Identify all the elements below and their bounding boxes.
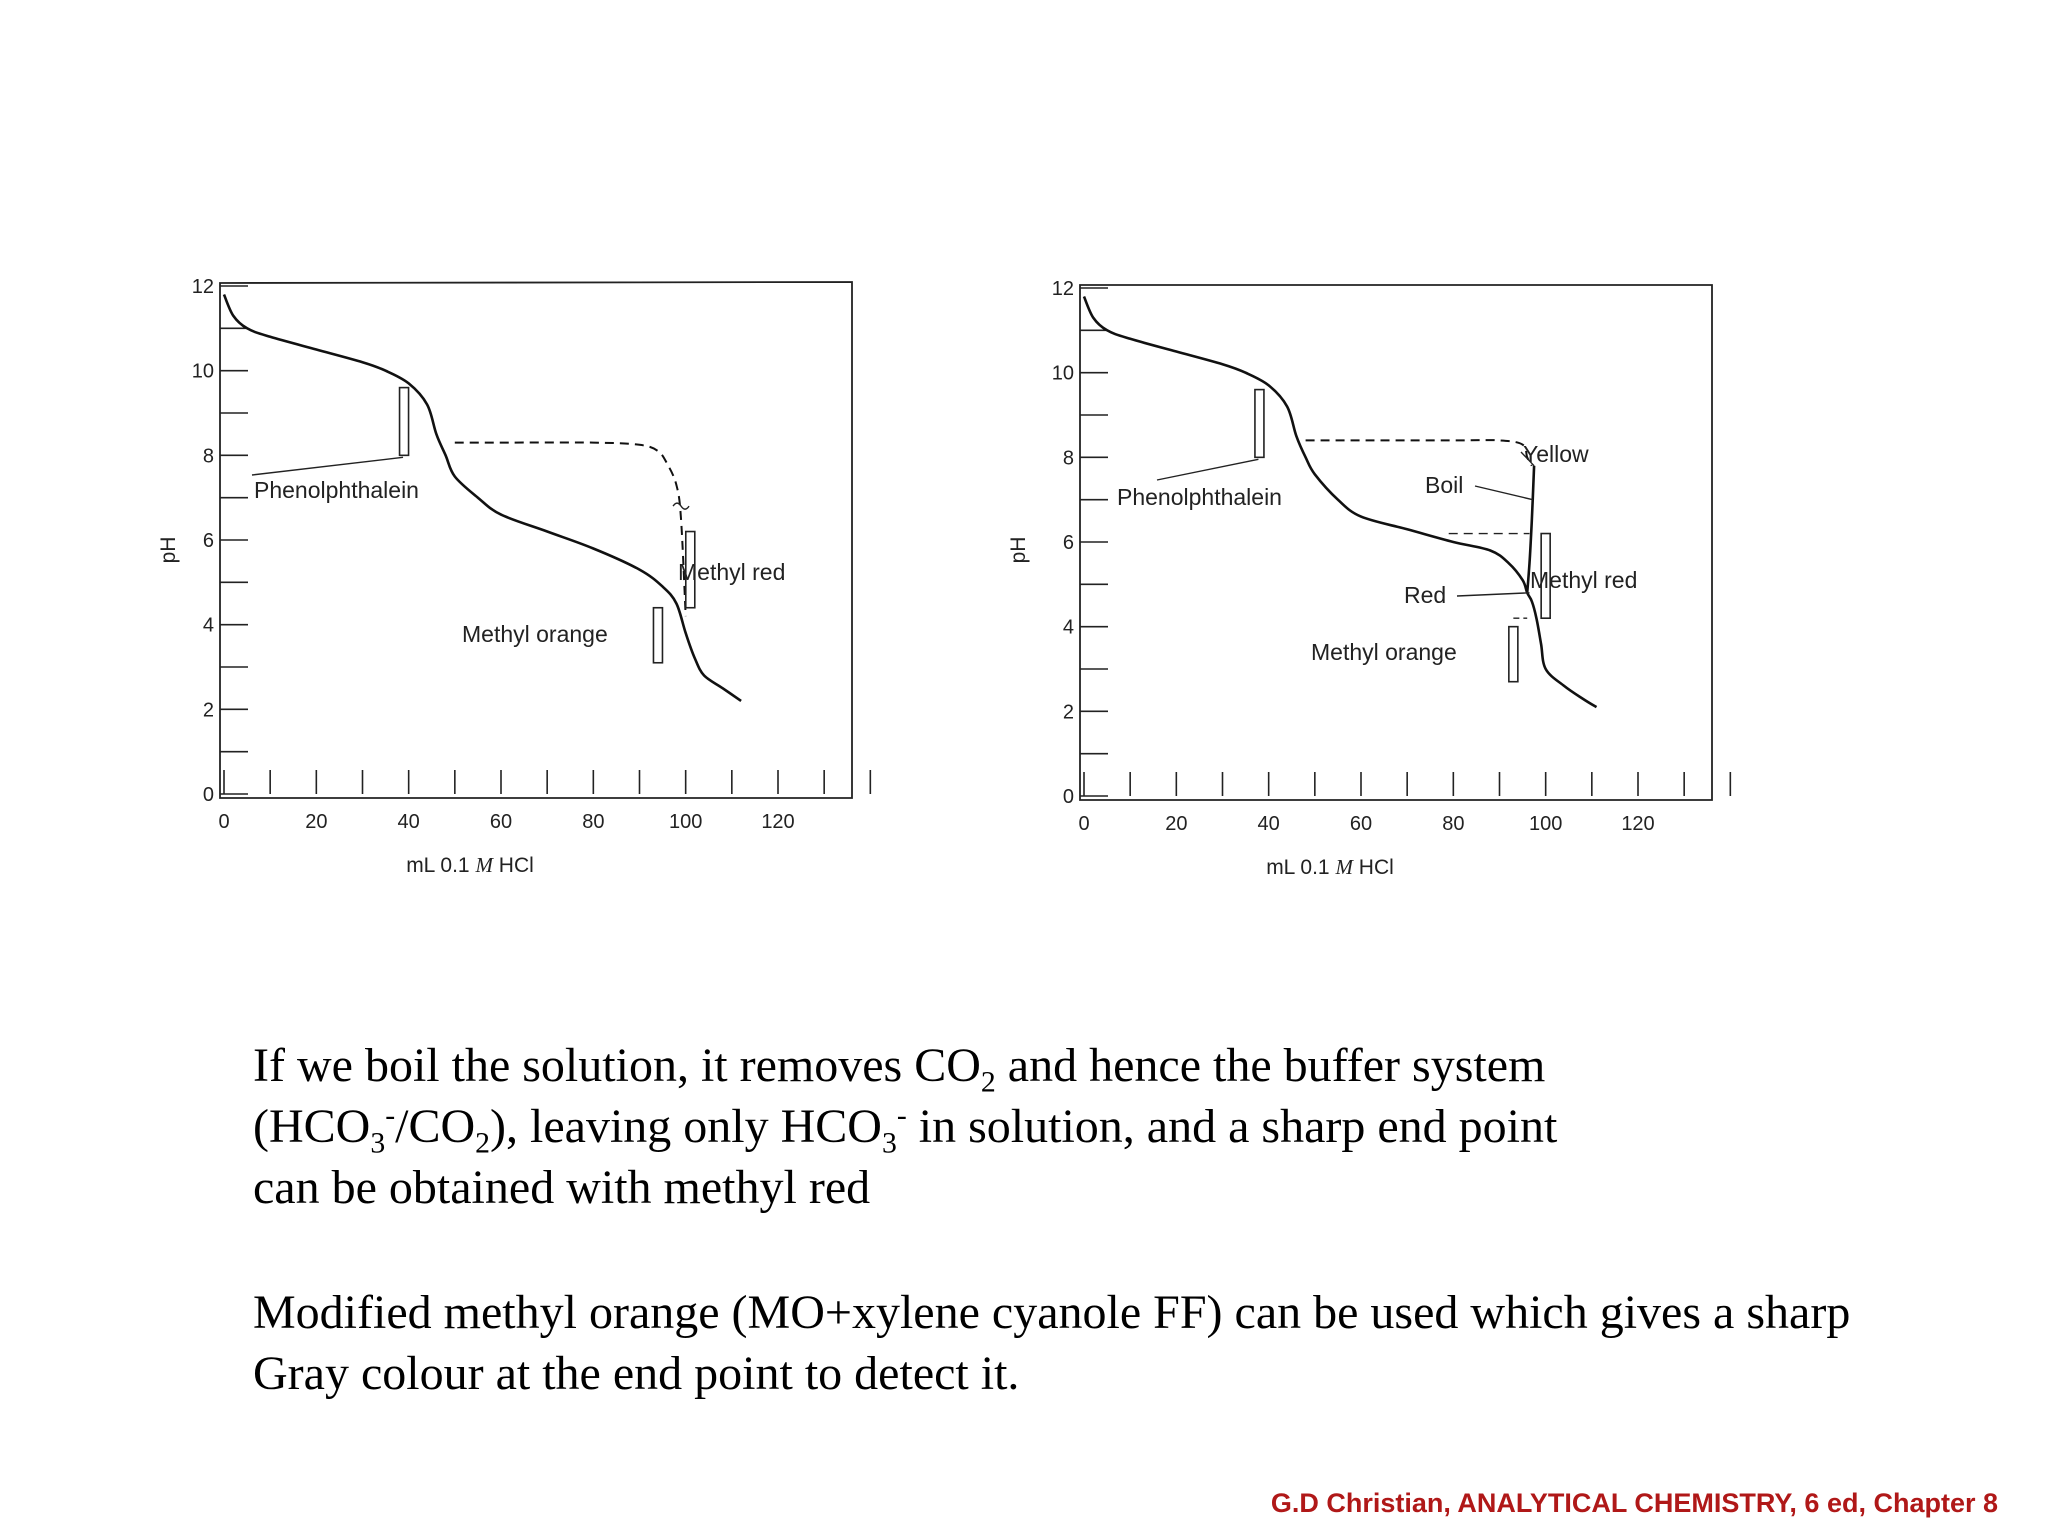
text-line: (HCO3-/CO2), leaving only HCO3- in solut… — [253, 1099, 1558, 1160]
axis-break-mark — [672, 502, 690, 510]
label-phenolphthalein: Phenolphthalein — [1117, 484, 1282, 510]
leader-yellow — [1520, 451, 1535, 467]
indicator-range-methyl-red — [684, 530, 696, 609]
leader-boil — [1474, 485, 1533, 501]
x-tick-label: 40 — [1258, 813, 1280, 835]
indicator-range-methyl-orange — [1508, 625, 1519, 683]
curve-solid — [222, 293, 742, 702]
label-yellow: Yellow — [1523, 441, 1589, 467]
y-tick-label: 4 — [203, 615, 214, 637]
x-tick-label: 120 — [1621, 813, 1654, 835]
label-methyl-orange: Methyl orange — [462, 621, 608, 647]
text-line: Modified methyl orange (MO+xylene cyanol… — [253, 1286, 1851, 1339]
plot-frame — [219, 281, 853, 799]
citation: G.D Christian, ANALYTICAL CHEMISTRY, 6 e… — [1270, 1488, 1998, 1518]
indicator-range-methyl-orange — [652, 606, 664, 664]
leader-phenolphthalein — [251, 456, 404, 476]
y-tick-label: 12 — [1052, 278, 1074, 300]
y-axis-label: pH — [1007, 537, 1030, 564]
label-methyl-red: Methyl red — [1530, 567, 1637, 593]
leader-red — [1456, 592, 1530, 597]
y-axis-label: pH — [157, 537, 180, 564]
curve-dashed — [1305, 439, 1533, 467]
x-tick-label: 80 — [582, 811, 604, 833]
chart-svg-left: 0 2 4 6 8 10 12 0 20 40 60 80 100 120 pH mL 0.1 M HC… — [157, 276, 872, 877]
label-red: Red — [1404, 582, 1446, 608]
indicator-range-methyl-red — [1540, 532, 1551, 619]
y-tick-label: 2 — [1063, 701, 1074, 723]
curve-dashed — [454, 441, 687, 617]
x-tick-label: 80 — [1442, 813, 1464, 835]
y-tick-label: 12 — [192, 276, 214, 298]
leader-phenolphthalein — [1156, 458, 1259, 481]
text-line: can be obtained with methyl red — [253, 1161, 871, 1214]
x-tick-label: 60 — [1350, 813, 1372, 835]
label-methyl-red: Methyl red — [678, 559, 785, 585]
indicator-range-phenolphthalein — [398, 386, 410, 457]
y-tick-label: 8 — [1063, 447, 1074, 469]
plot-frame — [1079, 284, 1713, 801]
paragraph-modified-methyl-orange: Modified methyl orange (MO+xylene cyanol… — [253, 1282, 2003, 1404]
x-axis-label: mL 0.1 M HCl — [1266, 855, 1394, 879]
x-tick-label: 120 — [761, 811, 794, 833]
label-boil: Boil — [1425, 472, 1463, 498]
label-phenolphthalein: Phenolphthalein — [254, 477, 419, 503]
x-tick-label: 0 — [1078, 813, 1089, 835]
curve-solid — [1082, 295, 1598, 709]
x-tick-label: 60 — [490, 811, 512, 833]
y-tick-label: 10 — [1052, 363, 1074, 385]
titration-chart-left: 0 2 4 6 8 10 12 0 20 40 60 80 100 120 pH mL 0.1 M HC… — [140, 250, 880, 890]
titration-chart-right: 0 2 4 6 8 10 12 0 20 40 60 80 100 120 pH mL 0.1 M HC… — [995, 250, 1735, 890]
paragraph-boil-explanation: If we boil the solution, it removes CO2 … — [253, 1035, 2003, 1218]
x-tick-label: 100 — [669, 811, 702, 833]
label-methyl-orange: Methyl orange — [1311, 639, 1457, 665]
text-line: Gray colour at the end point to detect i… — [253, 1347, 1020, 1400]
x-tick-label: 20 — [1165, 813, 1187, 835]
y-tick-label: 8 — [203, 445, 214, 467]
curve-solid — [1525, 465, 1536, 593]
x-tick-label: 40 — [398, 811, 420, 833]
y-tick-label: 6 — [203, 530, 214, 552]
x-tick-label: 100 — [1529, 813, 1562, 835]
y-tick-label: 0 — [1063, 786, 1074, 808]
x-tick-label: 0 — [218, 811, 229, 833]
y-tick-label: 2 — [203, 699, 214, 721]
chart-svg-right: 0 2 4 6 8 10 12 0 20 40 60 80 100 120 pH mL 0.1 M HC… — [1007, 278, 1732, 879]
x-tick-label: 20 — [305, 811, 327, 833]
y-tick-label: 6 — [1063, 532, 1074, 554]
x-axis-label: mL 0.1 M HCl — [406, 853, 534, 877]
indicator-range-phenolphthalein — [1254, 388, 1265, 459]
y-tick-label: 4 — [1063, 617, 1074, 639]
y-tick-label: 10 — [192, 361, 214, 383]
y-tick-label: 0 — [203, 784, 214, 806]
text-line: If we boil the solution, it removes CO2 … — [253, 1039, 1546, 1099]
